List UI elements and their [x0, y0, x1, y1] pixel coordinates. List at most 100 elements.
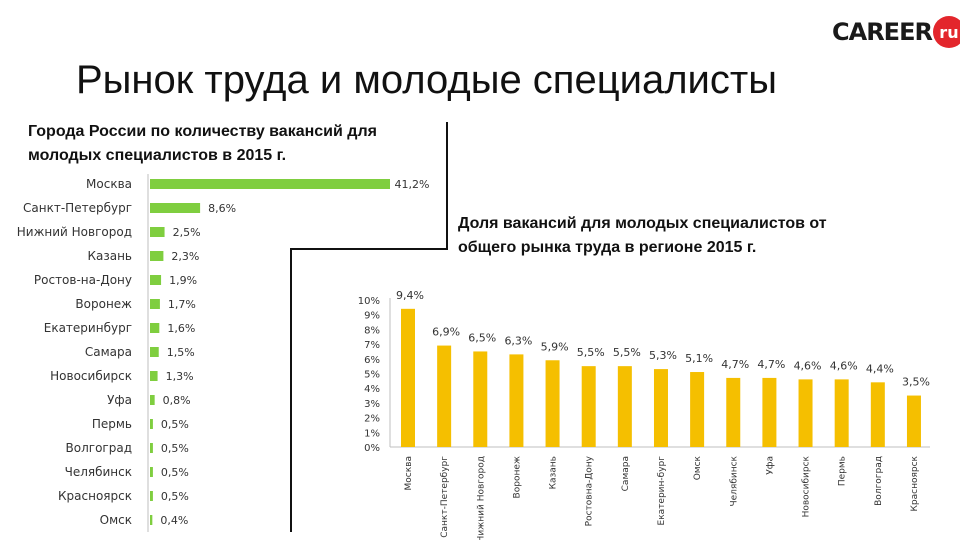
v-category-label: Воронеж	[512, 456, 522, 498]
v-bar	[726, 377, 741, 447]
h-bar	[150, 419, 153, 429]
v-y-tick-label: 7%	[364, 340, 380, 351]
v-category-label: Самара	[621, 456, 631, 491]
v-category-label: Ростовна-Дону	[585, 455, 595, 526]
h-bar	[150, 179, 390, 189]
h-value-label: 0,5%	[161, 442, 189, 455]
h-bar	[150, 491, 153, 501]
h-category-label: Самара	[85, 345, 132, 359]
v-bar	[617, 366, 632, 447]
v-y-tick-label: 2%	[364, 414, 380, 425]
h-value-label: 0,8%	[163, 394, 191, 407]
h-bar	[150, 275, 162, 285]
v-category-label: Омск	[693, 455, 703, 480]
v-value-label: 6,5%	[468, 331, 496, 344]
h-value-label: 1,5%	[167, 346, 195, 359]
v-value-label: 5,5%	[613, 346, 641, 359]
v-value-label: 4,7%	[757, 358, 785, 371]
v-bar	[437, 345, 452, 447]
h-value-label: 1,7%	[168, 298, 196, 311]
h-value-label: 8,6%	[208, 202, 236, 215]
logo-ru-badge: ru	[932, 16, 960, 48]
v-category-label: Красноярск	[910, 455, 920, 511]
v-value-label: 4,4%	[866, 362, 894, 375]
v-bar	[545, 360, 560, 447]
v-value-label: 5,1%	[685, 352, 713, 365]
v-y-tick-label: 9%	[364, 311, 380, 322]
v-bar	[581, 366, 596, 447]
v-y-tick-label: 6%	[364, 355, 380, 366]
v-bar	[870, 382, 885, 447]
v-value-label: 5,3%	[649, 349, 677, 362]
h-value-label: 1,6%	[167, 322, 195, 335]
v-bar	[690, 372, 705, 447]
v-value-label: 6,3%	[504, 334, 532, 347]
v-bar	[762, 377, 777, 447]
h-bar	[150, 299, 160, 309]
h-bar	[150, 515, 153, 525]
divider-horizontal	[290, 248, 448, 250]
h-value-label: 2,3%	[171, 250, 199, 263]
v-category-label: Нижний Новгород	[476, 456, 486, 540]
h-value-label: 0,5%	[161, 490, 189, 503]
h-category-label: Челябинск	[65, 465, 132, 479]
h-bar	[150, 227, 165, 237]
h-category-label: Уфа	[107, 393, 132, 407]
v-y-tick-label: 4%	[364, 384, 380, 395]
v-bar	[473, 351, 488, 447]
logo-text: CAREER	[832, 18, 933, 46]
v-value-label: 4,7%	[721, 358, 749, 371]
v-bar	[906, 395, 921, 447]
v-value-label: 6,9%	[432, 326, 460, 339]
v-bar	[653, 369, 668, 447]
h-bar	[150, 395, 155, 405]
v-value-label: 9,4%	[396, 289, 424, 302]
h-bar	[150, 203, 201, 213]
h-bar	[150, 467, 153, 477]
h-category-label: Омск	[100, 513, 132, 527]
v-value-label: 3,5%	[902, 376, 930, 389]
h-value-label: 2,5%	[173, 226, 201, 239]
v-category-label: Уфа	[765, 456, 775, 475]
h-bar	[150, 347, 159, 357]
divider-left-vertical	[446, 122, 448, 250]
v-y-tick-label: 0%	[364, 443, 380, 454]
v-bar	[798, 379, 813, 447]
v-value-label: 5,9%	[541, 340, 569, 353]
v-category-label: Санкт-Петербург	[440, 456, 450, 538]
h-value-label: 1,3%	[166, 370, 194, 383]
h-category-label: Красноярск	[58, 489, 132, 503]
h-category-label: Нижний Новгород	[17, 225, 132, 239]
v-y-tick-label: 8%	[364, 325, 380, 336]
h-category-label: Пермь	[92, 417, 132, 431]
v-category-label: Казань	[549, 456, 559, 489]
h-bar	[150, 251, 164, 261]
v-value-label: 4,6%	[830, 359, 858, 372]
h-value-label: 0,5%	[161, 418, 189, 431]
h-category-label: Ростов-на-Дону	[34, 273, 132, 287]
h-value-label: 0,5%	[161, 466, 189, 479]
v-y-tick-label: 1%	[364, 428, 380, 439]
h-category-label: Воронеж	[75, 297, 132, 311]
h-value-label: 1,9%	[169, 274, 197, 287]
h-category-label: Волгоград	[66, 441, 132, 455]
h-category-label: Санкт-Петербург	[23, 201, 132, 215]
v-bar	[834, 379, 849, 447]
v-value-label: 4,6%	[794, 359, 822, 372]
h-category-label: Москва	[86, 177, 132, 191]
page-title: Рынок труда и молодые специалисты	[76, 58, 777, 102]
v-category-label: Новосибирск	[802, 455, 812, 517]
h-value-label: 0,4%	[160, 514, 188, 527]
v-category-label: Екатерин-бург	[657, 456, 667, 526]
v-value-label: 5,5%	[577, 346, 605, 359]
v-bar	[509, 354, 524, 447]
right-chart-title: Доля вакансий для молодых специалистов о…	[458, 215, 827, 256]
v-category-label: Москва	[404, 456, 414, 490]
h-category-label: Казань	[87, 249, 132, 263]
career-ru-logo: CAREER ru	[832, 16, 960, 48]
divider-right-vertical	[290, 248, 292, 532]
v-category-label: Челябинск	[729, 455, 739, 506]
left-chart-title: Города России по количеству вакансий для…	[28, 123, 377, 164]
v-y-tick-label: 10%	[358, 296, 380, 307]
